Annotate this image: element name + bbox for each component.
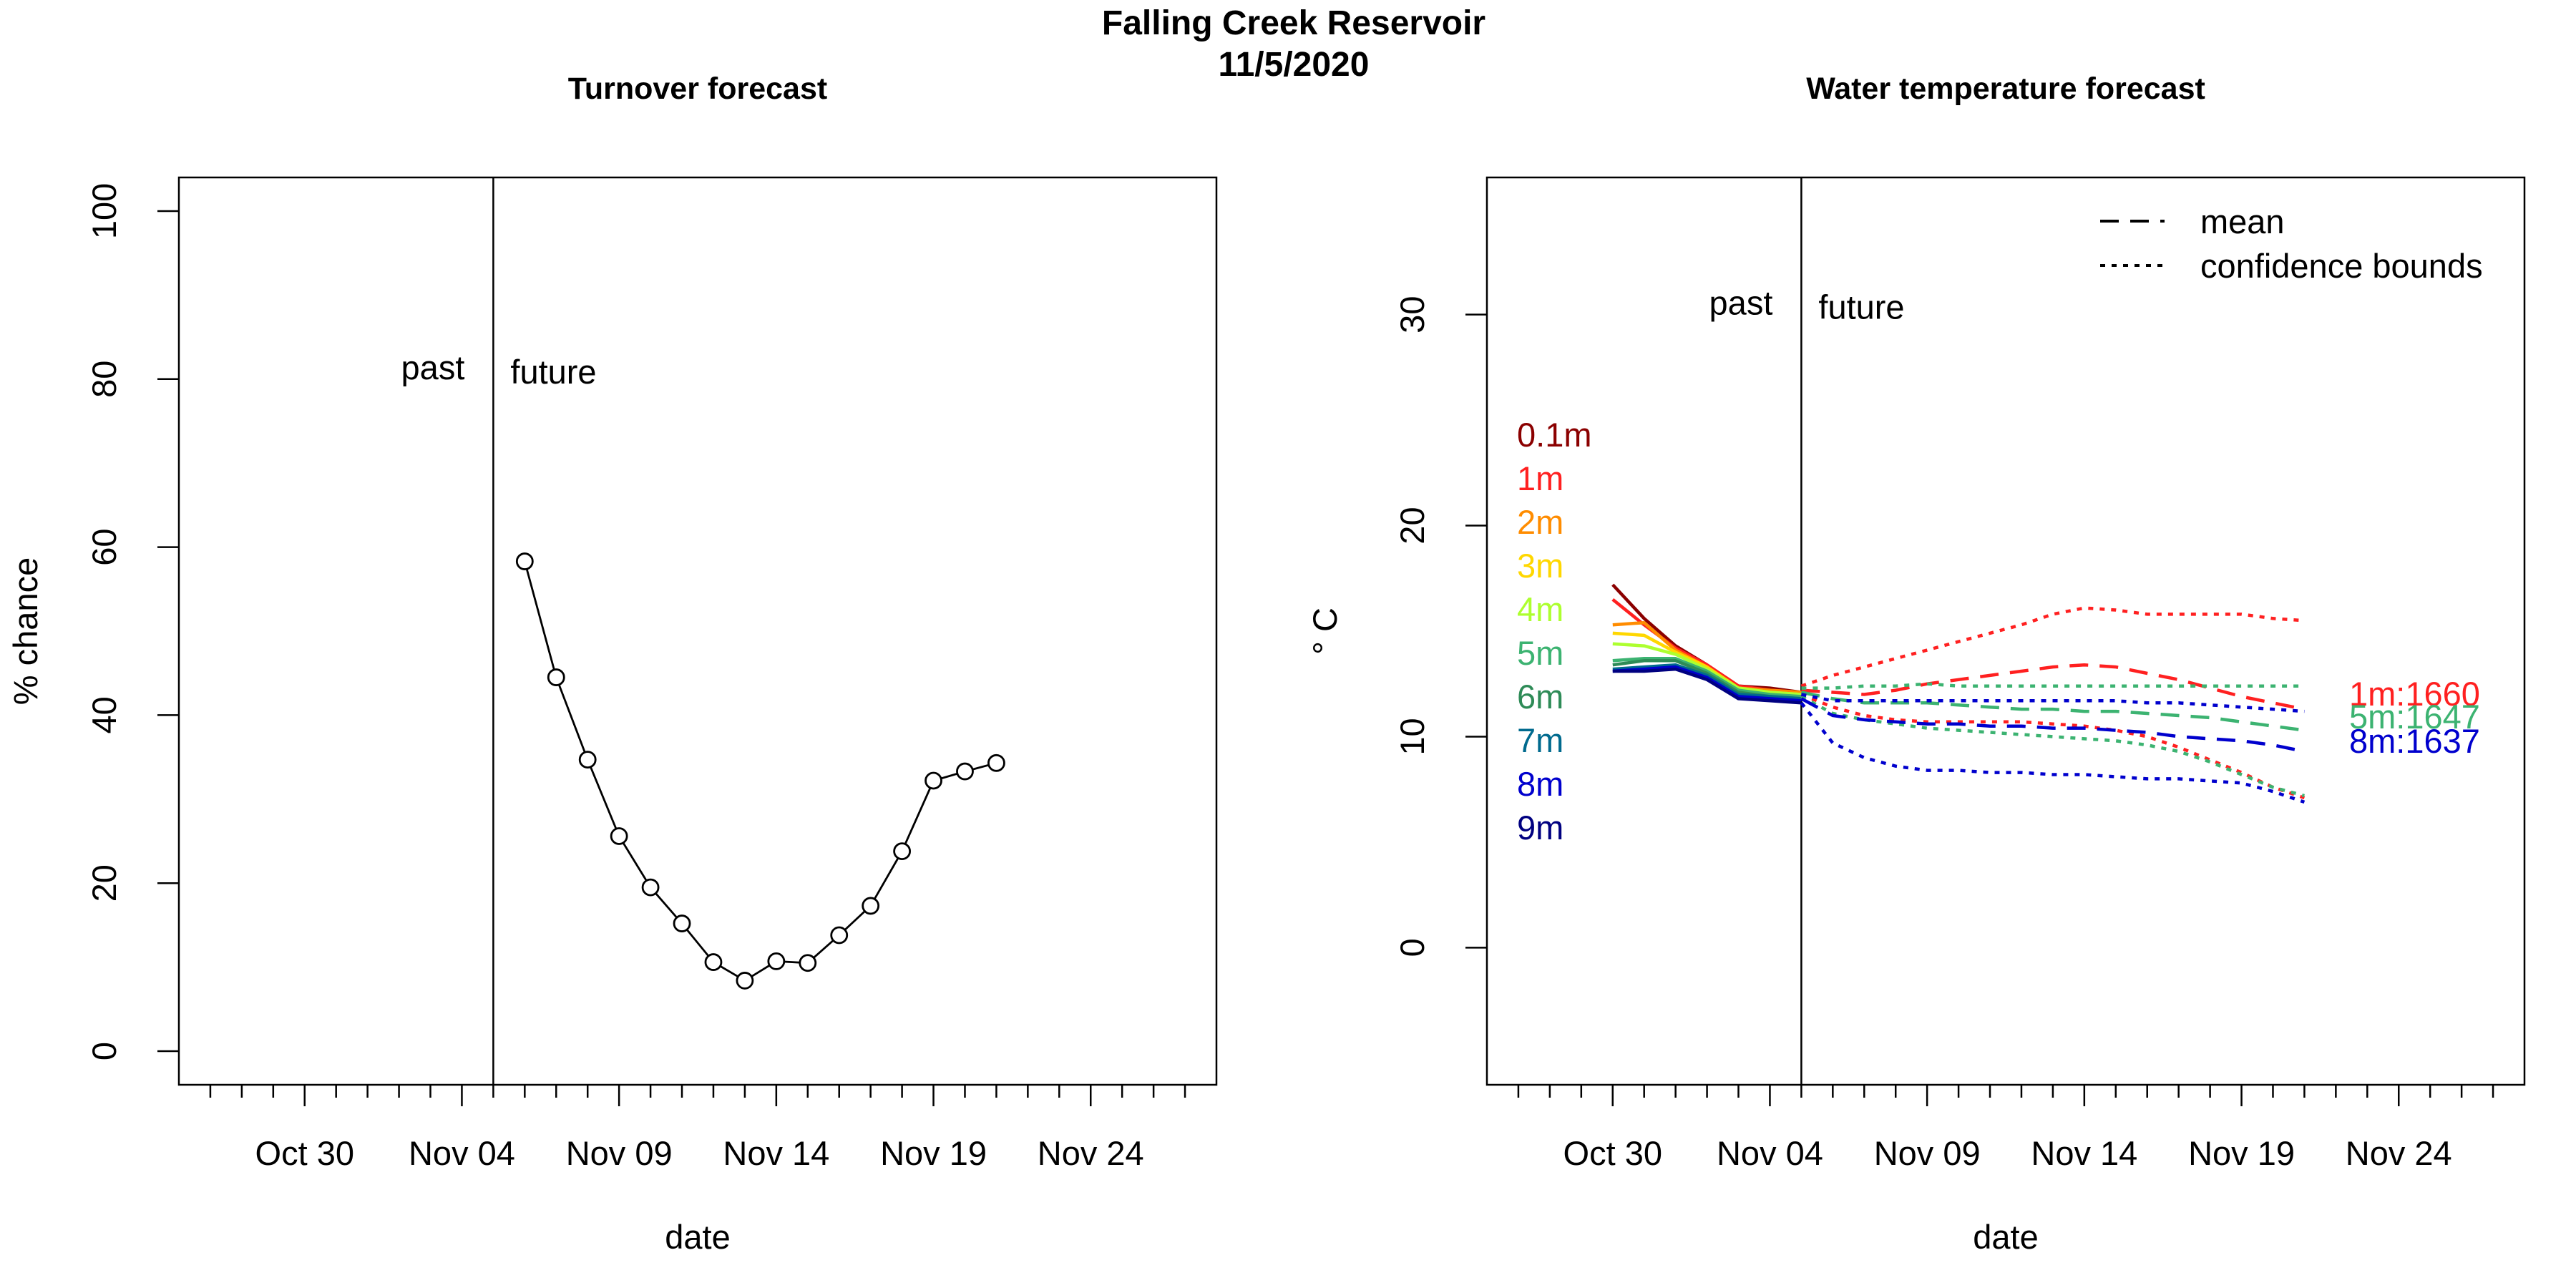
upper-bound-5m — [1801, 682, 2305, 690]
past-label: past — [1709, 284, 1773, 322]
turnover-point — [641, 878, 660, 897]
turnover-point — [830, 926, 849, 945]
depth-label: 7m — [1517, 721, 1563, 759]
lower-bound-8m — [1800, 701, 2306, 804]
x-axis-label: date — [665, 1218, 730, 1256]
turnover-point — [893, 842, 912, 861]
plot-frame — [177, 176, 1218, 1086]
panel-title: Turnover forecast — [568, 72, 827, 106]
depth-label: 3m — [1517, 547, 1563, 585]
y-tick-label: 100 — [85, 183, 123, 239]
y-tick-label: 0 — [85, 1042, 123, 1060]
x-tick-label: Nov 19 — [880, 1134, 987, 1172]
past-label: past — [401, 348, 465, 386]
turnover-point — [799, 954, 817, 972]
turnover-point — [862, 897, 880, 915]
y-axis-label: ° C — [1306, 608, 1344, 655]
turnover-point — [673, 914, 691, 932]
end-label-8m: 8m:1637 — [2349, 722, 2480, 760]
lower-bound-5m — [1800, 695, 2305, 798]
depth-label: 4m — [1517, 590, 1563, 628]
x-tick-label: Nov 19 — [2188, 1134, 2295, 1172]
lower-bound-1m — [1800, 693, 2306, 800]
observed-line-5m — [1612, 657, 1802, 698]
y-tick-label: 20 — [1393, 507, 1431, 544]
turnover-forecast-panel: Turnover forecast 0 20 40 60 80 100 Oct 30 Nov 0… — [6, 72, 1218, 1256]
y-tick-label: 20 — [85, 864, 123, 902]
forecast-mean-1m — [1801, 663, 2305, 711]
x-tick-label: Nov 09 — [566, 1134, 673, 1172]
depth-label: 2m — [1517, 503, 1563, 541]
depth-label: 6m — [1517, 678, 1563, 716]
turnover-point — [515, 552, 534, 570]
depth-label: 8m — [1517, 765, 1563, 803]
end-label-1m: 1m:1660 — [2349, 675, 2480, 713]
observed-line-7m — [1612, 663, 1802, 701]
x-tick-label: Nov 24 — [1038, 1134, 1144, 1172]
y-tick-label: 30 — [1393, 296, 1431, 333]
turnover-point — [956, 762, 974, 781]
x-tick-label: Nov 24 — [2346, 1134, 2452, 1172]
x-tick-label: Nov 09 — [1874, 1134, 1981, 1172]
figure-title-line1: Falling Creek Reservoir — [1102, 4, 1485, 42]
end-label-5m: 5m:1647 — [2349, 698, 2480, 736]
observed-line-4m — [1612, 642, 1802, 696]
turnover-point — [547, 668, 565, 686]
turnover-point — [704, 953, 723, 971]
turnover-point — [767, 952, 786, 970]
turnover-point — [736, 972, 754, 990]
x-tick-label: Nov 04 — [1717, 1134, 1823, 1172]
future-label: future — [510, 353, 596, 391]
legend-entry: mean — [2200, 203, 2285, 240]
turnover-point — [924, 771, 942, 790]
depth-label: 9m — [1517, 809, 1563, 847]
forecast-mean-8m — [1800, 697, 2305, 753]
x-tick-label: Oct 30 — [1563, 1134, 1662, 1172]
water-temperature-forecast-panel: Water temperature forecast 0 10 20 30 Oct 30 N… — [1306, 72, 2526, 1256]
turnover-point — [610, 827, 628, 845]
x-tick-label: Oct 30 — [255, 1134, 354, 1172]
figure-title-line2: 11/5/2020 — [1219, 46, 1370, 84]
observed-line-9m — [1612, 667, 1802, 705]
x-axis-label: date — [1973, 1218, 2038, 1256]
y-tick-label: 40 — [85, 696, 123, 733]
x-tick-label: Nov 04 — [409, 1134, 515, 1172]
turnover-point — [987, 753, 1005, 772]
x-tick-label: Nov 14 — [2031, 1134, 2137, 1172]
panel-title: Water temperature forecast — [1806, 72, 2205, 106]
observed-line-8m — [1612, 665, 1802, 703]
y-tick-label: 10 — [1393, 718, 1431, 755]
y-tick-label: 60 — [85, 528, 123, 565]
y-tick-label: 80 — [85, 361, 123, 398]
y-axis-label: % chance — [6, 557, 44, 705]
depth-label: 1m — [1517, 459, 1563, 497]
legend-entry: confidence bounds — [2200, 247, 2483, 285]
y-tick-label: 0 — [1393, 938, 1431, 957]
depth-label: 0.1m — [1517, 416, 1592, 454]
depth-label: 5m — [1517, 634, 1563, 672]
plot-frame — [1485, 176, 2526, 1086]
forecast-mean-5m — [1800, 691, 2305, 732]
turnover-point — [578, 751, 597, 769]
upper-bound-8m — [1800, 693, 2305, 713]
x-tick-label: Nov 14 — [723, 1134, 829, 1172]
future-label: future — [1818, 288, 1904, 326]
turnover-line — [523, 561, 997, 982]
